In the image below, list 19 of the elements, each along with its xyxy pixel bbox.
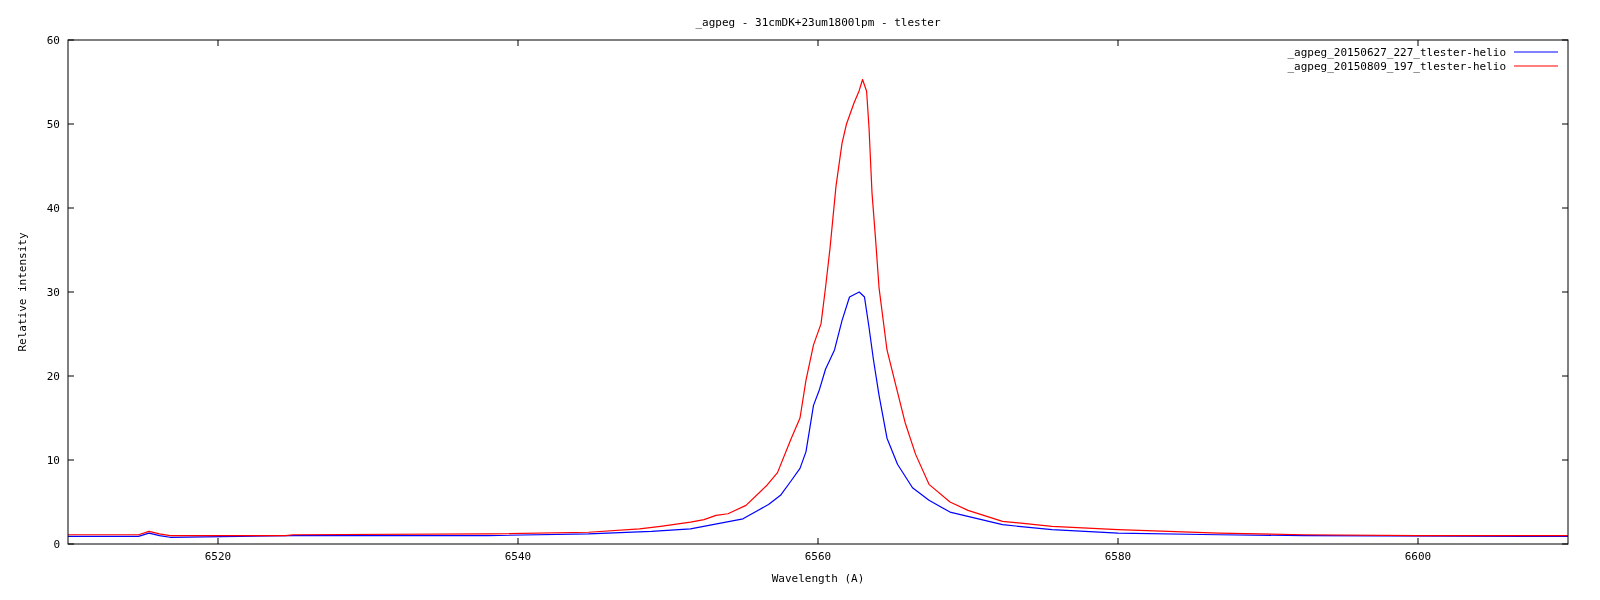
x-tick-label: 6520: [204, 550, 232, 563]
y-tick-label: 20: [46, 370, 60, 383]
legend-label: _agpeg_20150627_227_tlester-helio: [1287, 46, 1506, 59]
line-series: [68, 78, 1568, 537]
y-tick-label: 10: [46, 454, 60, 467]
y-tick-label: 50: [46, 118, 60, 131]
y-tick-label: 0: [53, 538, 60, 551]
y-tick-label: 30: [46, 286, 60, 299]
line-series: [68, 291, 1568, 538]
y-tick-label: 40: [46, 202, 60, 215]
x-tick-label: 6560: [804, 550, 832, 563]
x-tick-label: 6580: [1104, 550, 1132, 563]
x-axis-title: Wavelength (A): [771, 572, 865, 585]
x-tick-label: 6540: [504, 550, 532, 563]
x-tick-label: 6600: [1404, 550, 1432, 563]
y-axis-title: Relative intensity: [16, 232, 29, 352]
legend-label: _agpeg_20150809_197_tlester-helio: [1287, 60, 1506, 73]
chart-title: _agpeg - 31cmDK+23um1800lpm - tlester: [695, 16, 941, 29]
y-tick-label: 60: [46, 34, 60, 47]
